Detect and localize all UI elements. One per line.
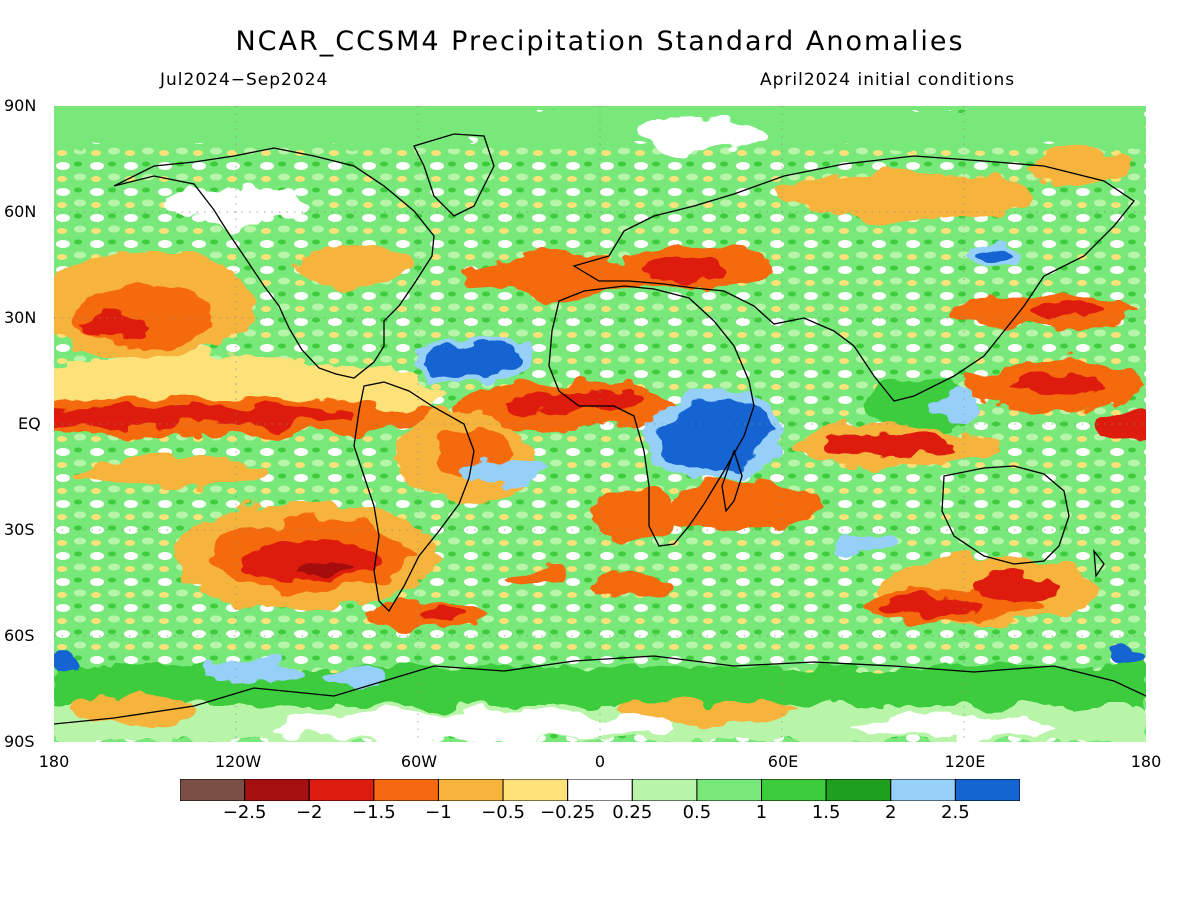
- colorbar-swatch: [373, 779, 439, 801]
- lon-label-60e: 60E: [767, 752, 799, 771]
- colorbar-tick-label: −1: [425, 802, 452, 823]
- colorbar-swatch: [244, 779, 310, 801]
- colorbar-swatch: [567, 779, 633, 801]
- lat-label-30n: 30N: [4, 308, 37, 327]
- lat-label-90n: 90N: [4, 96, 37, 115]
- colorbar-swatch: [631, 779, 698, 801]
- colorbar-tick-label: 2: [885, 802, 897, 823]
- colorbar-tick-label: 2.5: [941, 802, 970, 823]
- initial-conditions: April2024 initial conditions: [760, 70, 1016, 90]
- colorbar-tick-label: −0.5: [481, 802, 525, 823]
- lon-label-120w: 120W: [214, 752, 262, 771]
- colorbar-swatch: [502, 779, 569, 801]
- precipitation-anomaly-map: [54, 106, 1146, 742]
- colorbar-tick-label: 1: [755, 802, 768, 823]
- colorbar-tick-label: 0.25: [612, 802, 653, 823]
- colorbar-tick-label: −0.25: [540, 802, 596, 823]
- lat-label-30s: 30S: [4, 520, 35, 539]
- graticule: [54, 106, 1146, 742]
- colorbar-swatch: [180, 779, 246, 801]
- lat-label-60s: 60S: [4, 626, 35, 645]
- lat-label-90s: 90S: [4, 732, 35, 751]
- colorbar-swatch: [761, 779, 827, 801]
- lon-label-60w: 60W: [400, 752, 438, 771]
- colorbar-tick-label: −2.5: [222, 802, 267, 823]
- chart-title: NCAR_CCSM4 Precipitation Standard Anomal…: [235, 26, 965, 57]
- forecast-period: Jul2024−Sep2024: [160, 70, 329, 90]
- colorbar-tick-label: −1.5: [351, 802, 396, 823]
- colorbar-swatch: [890, 779, 956, 801]
- colorbar-swatch: [825, 779, 892, 801]
- lat-label-60n: 60N: [4, 202, 37, 221]
- coastlines: [54, 133, 1146, 725]
- lon-label-120e: 120E: [944, 752, 986, 771]
- colorbar-swatch: [696, 779, 763, 801]
- colorbar-swatch: [954, 779, 1020, 801]
- lon-label-0: 0: [594, 752, 606, 771]
- colorbar: [180, 779, 1020, 801]
- lat-label-eq: EQ: [18, 414, 41, 433]
- colorbar-tick-label: 0.5: [682, 802, 712, 823]
- colorbar-swatch: [437, 779, 504, 801]
- lon-label-180e: 180: [1130, 752, 1162, 771]
- colorbar-tick-label: 1.5: [811, 802, 841, 823]
- colorbar-tick-label: −2: [295, 802, 323, 823]
- colorbar-swatch: [308, 779, 375, 801]
- lon-label-180w: 180: [38, 752, 70, 771]
